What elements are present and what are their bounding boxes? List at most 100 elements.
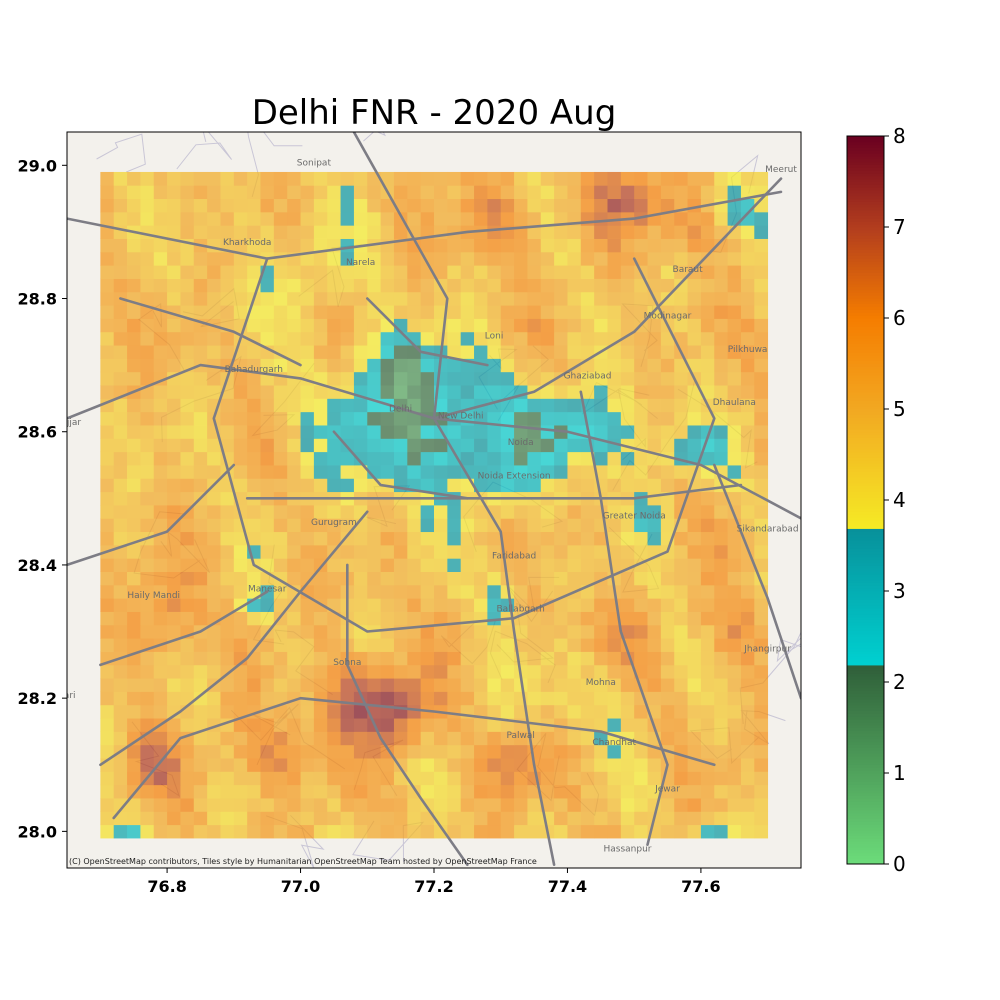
heatmap-cell xyxy=(353,171,368,186)
heatmap-cell xyxy=(500,811,515,826)
heatmap-cell xyxy=(327,718,341,732)
heatmap-cell xyxy=(487,385,502,399)
y-tick-label: 28.6 xyxy=(18,423,57,442)
heatmap-cell xyxy=(460,265,475,279)
heatmap-cell xyxy=(220,571,235,586)
heatmap-cell xyxy=(580,638,595,652)
heatmap-cell xyxy=(594,278,608,293)
heatmap-cell xyxy=(207,251,221,266)
colorbar-step xyxy=(847,588,884,592)
heatmap-cell xyxy=(380,438,395,453)
heatmap-cell xyxy=(180,305,195,319)
heatmap-cell xyxy=(634,305,648,319)
heatmap-cell xyxy=(193,251,208,266)
heatmap-cell xyxy=(100,491,115,506)
heatmap-cell xyxy=(540,425,555,439)
heatmap-cell xyxy=(287,225,301,239)
colorbar-step xyxy=(847,448,884,453)
heatmap-cell xyxy=(407,505,422,519)
heatmap-cell xyxy=(140,624,155,639)
heatmap-cell xyxy=(647,198,662,213)
heatmap-cell xyxy=(714,278,728,293)
heatmap-cell xyxy=(260,771,275,786)
heatmap-cell xyxy=(674,278,688,293)
heatmap-cell xyxy=(247,478,261,493)
colorbar-step xyxy=(847,738,884,743)
heatmap-cell xyxy=(714,171,728,186)
heatmap-cell xyxy=(687,571,702,586)
heatmap-cell xyxy=(714,251,728,266)
heatmap-cell xyxy=(353,664,368,679)
heatmap-cell xyxy=(607,251,622,266)
heatmap-cell xyxy=(300,824,315,839)
heatmap-cell xyxy=(367,544,382,559)
heatmap-cell xyxy=(434,505,448,519)
heatmap-cell xyxy=(327,251,341,266)
colorbar-step xyxy=(847,545,884,549)
heatmap-cell xyxy=(620,171,635,186)
heatmap-cell xyxy=(620,611,635,626)
heatmap-cell xyxy=(580,238,595,253)
heatmap-cell xyxy=(193,664,208,679)
heatmap-cell xyxy=(474,571,488,586)
heatmap-cell xyxy=(487,664,502,679)
heatmap-cell xyxy=(313,211,328,226)
heatmap-cell xyxy=(220,798,235,812)
heatmap-cell xyxy=(113,624,128,639)
heatmap-cell xyxy=(754,238,769,253)
heatmap-cell xyxy=(740,704,755,719)
heatmap-cell xyxy=(380,505,395,519)
heatmap-cell xyxy=(714,731,728,746)
heatmap-cell xyxy=(380,318,395,333)
heatmap-cell xyxy=(327,651,341,666)
colorbar-step xyxy=(847,758,884,763)
colorbar-step xyxy=(847,363,884,367)
heatmap-cell xyxy=(527,638,542,652)
heatmap-cell xyxy=(540,265,555,279)
heatmap-cell xyxy=(353,744,368,759)
heatmap-cell xyxy=(313,638,328,652)
heatmap-cell xyxy=(607,704,622,719)
heatmap-cell xyxy=(100,624,115,639)
heatmap-cell xyxy=(620,798,635,812)
heatmap-cell xyxy=(607,465,622,479)
colorbar-step xyxy=(847,485,884,490)
colorbar-step xyxy=(847,625,884,629)
heatmap-cell xyxy=(660,584,675,599)
heatmap-cell xyxy=(447,731,462,746)
heatmap-cell xyxy=(687,771,702,786)
heatmap-cell xyxy=(660,225,675,239)
heatmap-cell xyxy=(674,811,688,826)
heatmap-cell xyxy=(260,505,275,519)
heatmap-cell xyxy=(634,798,648,812)
heatmap-cell xyxy=(140,411,155,426)
heatmap-cell xyxy=(100,251,115,266)
heatmap-cell xyxy=(140,544,155,559)
heatmap-cell xyxy=(380,385,395,399)
heatmap-cell xyxy=(340,278,355,293)
heatmap-cell xyxy=(140,398,155,413)
heatmap-cell xyxy=(153,438,168,453)
heatmap-cell xyxy=(567,398,582,413)
heatmap-cell xyxy=(353,251,368,266)
colorbar-step xyxy=(847,562,884,566)
heatmap-cell xyxy=(287,211,301,226)
heatmap-cell xyxy=(687,491,702,506)
heatmap-cell xyxy=(407,211,422,226)
heatmap-cell xyxy=(500,385,515,399)
heatmap-cell xyxy=(740,784,755,799)
heatmap-cell xyxy=(127,758,141,772)
heatmap-cell xyxy=(740,198,755,213)
heatmap-cell xyxy=(353,398,368,413)
heatmap-cell xyxy=(447,198,462,213)
heatmap-cell xyxy=(460,771,475,786)
colorbar-step xyxy=(847,676,884,680)
heatmap-cell xyxy=(687,518,702,533)
heatmap-cell xyxy=(247,345,261,359)
heatmap-cell xyxy=(353,558,368,572)
heatmap-cell xyxy=(594,531,608,546)
heatmap-cell xyxy=(487,211,502,226)
heatmap-cell xyxy=(580,225,595,239)
heatmap-cell xyxy=(287,771,301,786)
highway-line xyxy=(432,417,801,520)
